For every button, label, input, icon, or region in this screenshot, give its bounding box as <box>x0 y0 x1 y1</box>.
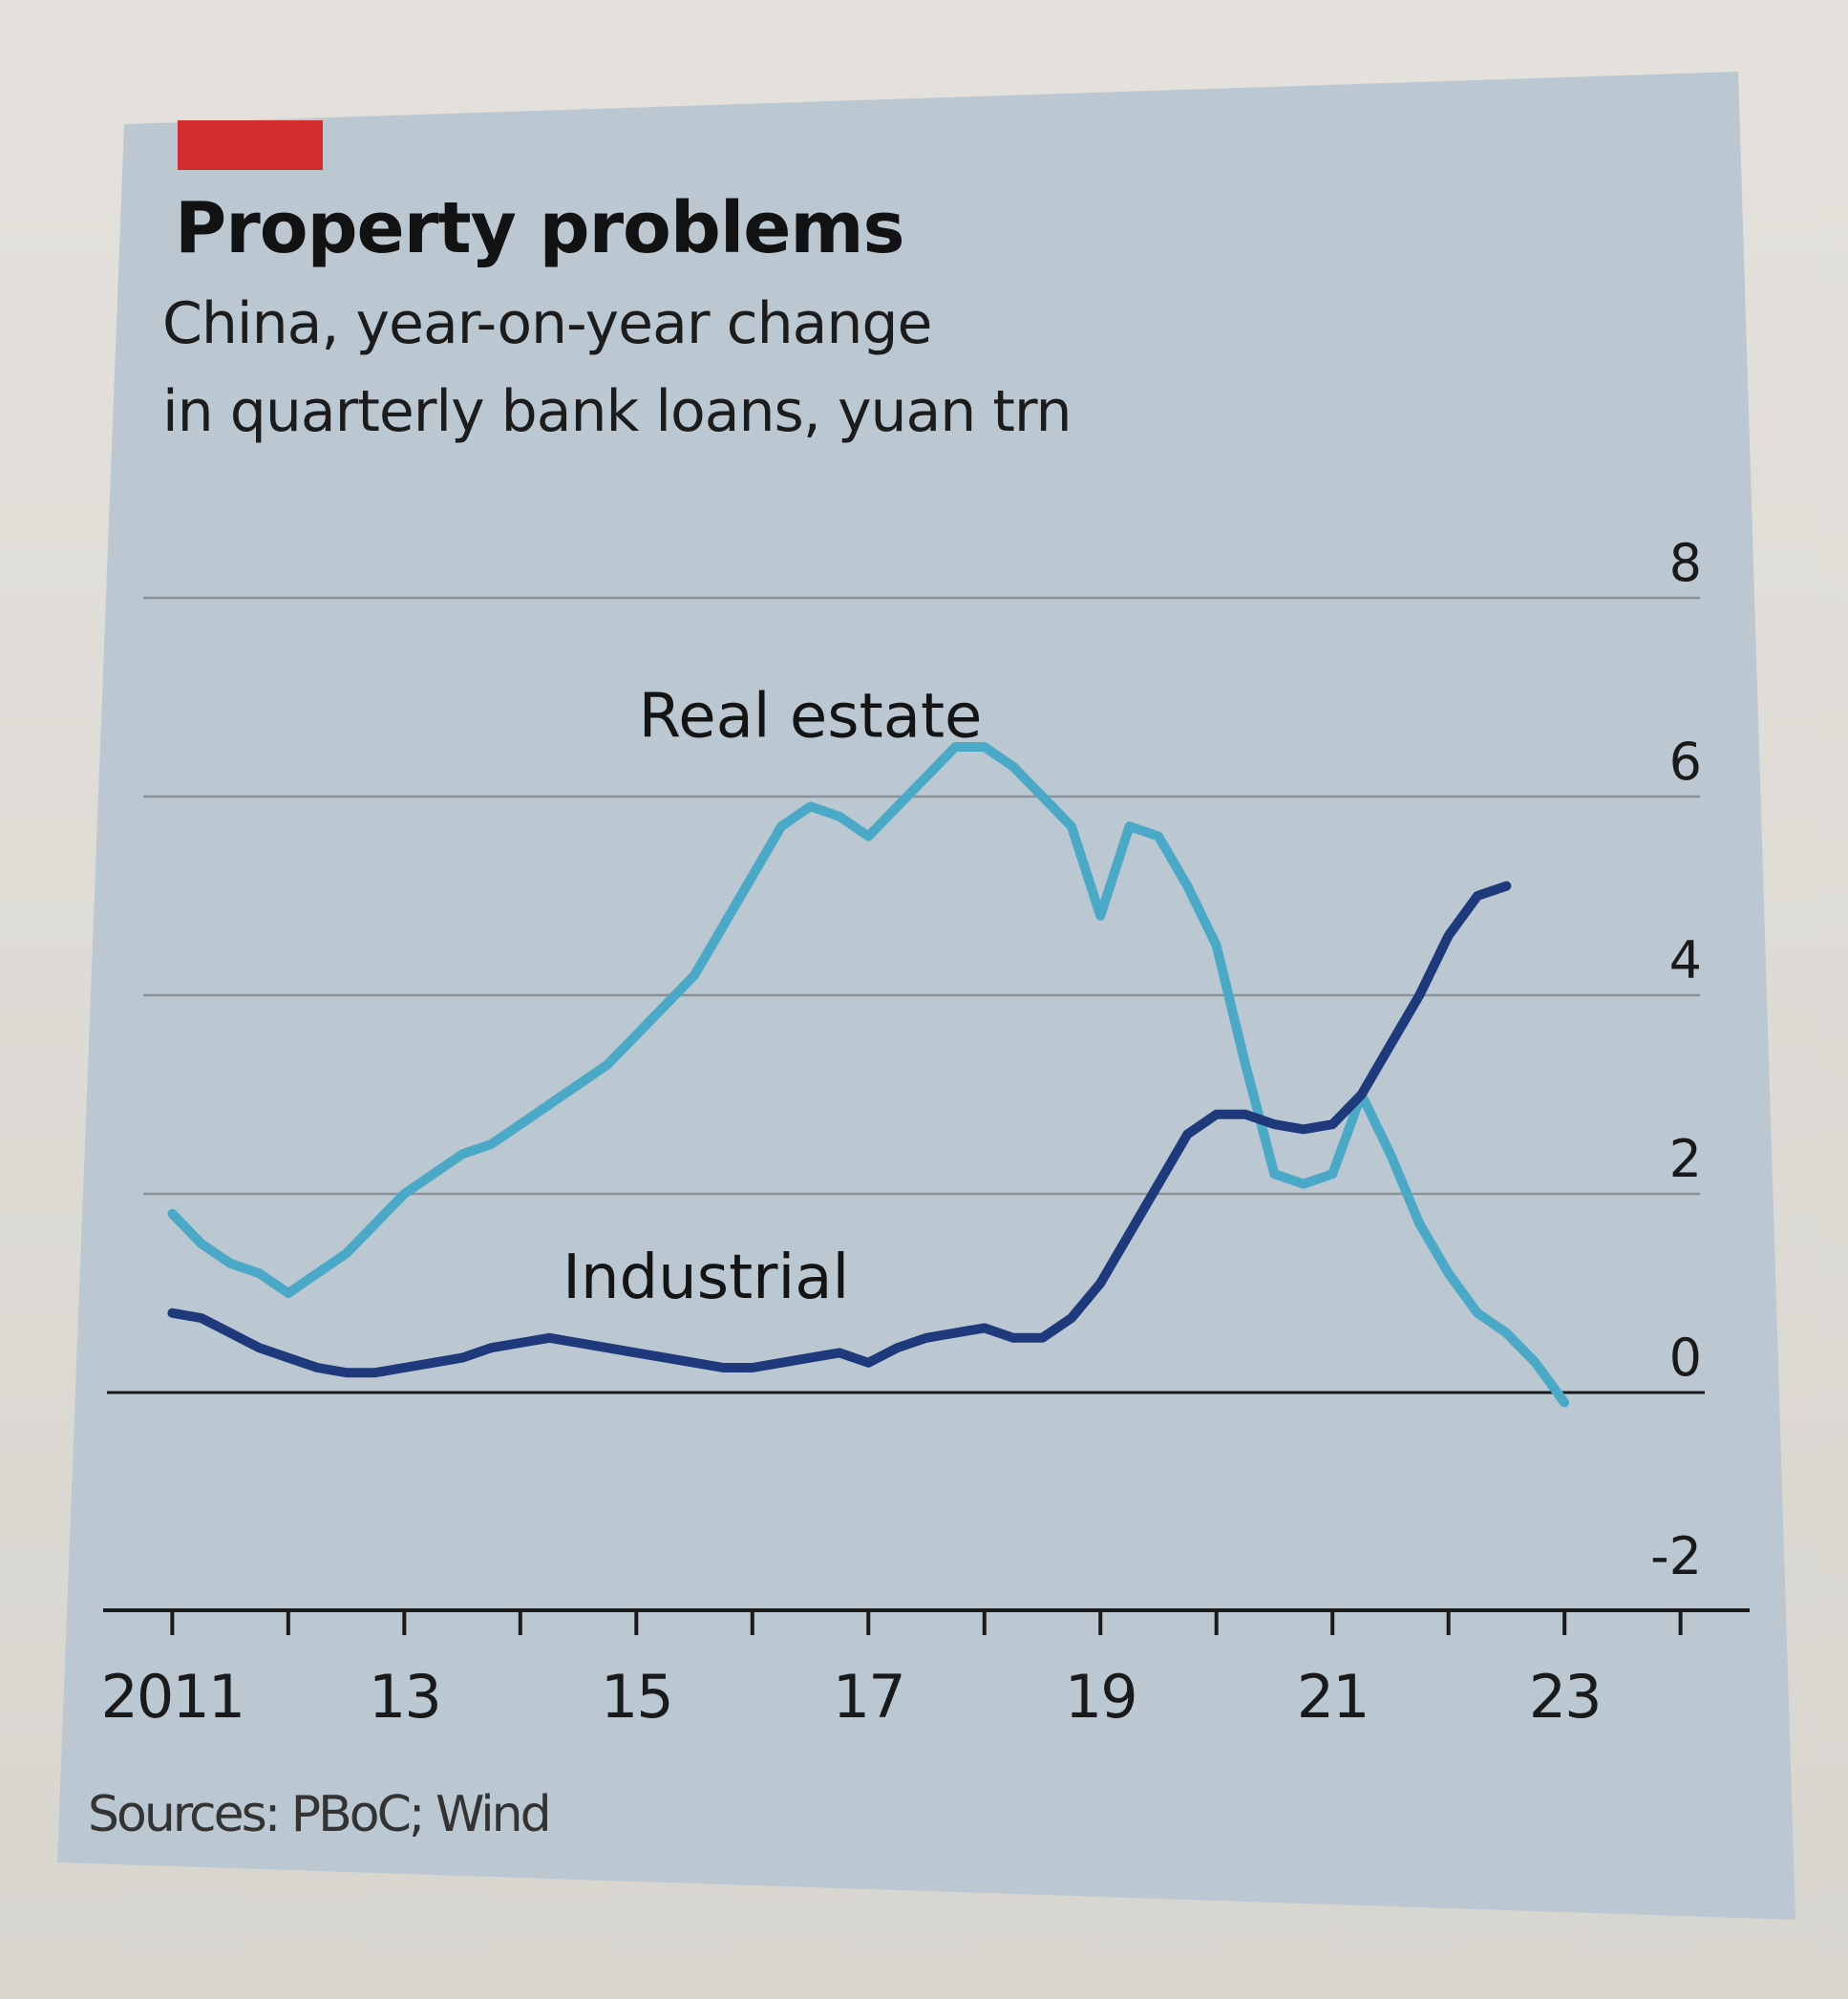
series-line-real-estate <box>167 742 1570 1408</box>
series-label-industrial: Industrial <box>563 1243 849 1313</box>
x-tick-label: 13 <box>369 1662 440 1732</box>
y-axis-ticks: 8 6 4 2 0 -2 <box>1650 533 1702 1586</box>
y-tick-label: 4 <box>1669 930 1702 990</box>
chart-source: Sources: PBoC; Wind <box>88 1786 552 1843</box>
accent-tag <box>178 120 323 170</box>
y-tick-label: -2 <box>1650 1526 1702 1586</box>
y-tick-label: 8 <box>1669 533 1702 593</box>
x-tick-label: 19 <box>1065 1662 1136 1732</box>
x-tick-label: 15 <box>601 1662 672 1732</box>
y-tick-label: 0 <box>1669 1328 1702 1388</box>
y-tick-label: 2 <box>1669 1129 1702 1189</box>
y-tick-label: 6 <box>1669 732 1702 792</box>
chart-subtitle-line-2: in quarterly bank loans, yuan trn <box>162 378 1073 445</box>
x-tick-label: 17 <box>833 1662 904 1732</box>
series-label-real-estate: Real estate <box>639 682 983 753</box>
series-line-industrial <box>167 881 1512 1378</box>
gridlines <box>107 596 1705 1394</box>
x-tick-label: 21 <box>1297 1662 1369 1732</box>
x-axis: 2011 13 15 17 19 21 23 <box>100 1608 1750 1732</box>
x-tick-label: 23 <box>1529 1662 1601 1732</box>
series-lines <box>167 742 1570 1408</box>
chart-subtitle-line-1: China, year-on-year change <box>162 290 932 357</box>
chart-title: Property problems <box>175 187 905 269</box>
x-tick-label: 2011 <box>100 1662 244 1732</box>
series-labels: Real estate Industrial <box>563 682 982 1314</box>
